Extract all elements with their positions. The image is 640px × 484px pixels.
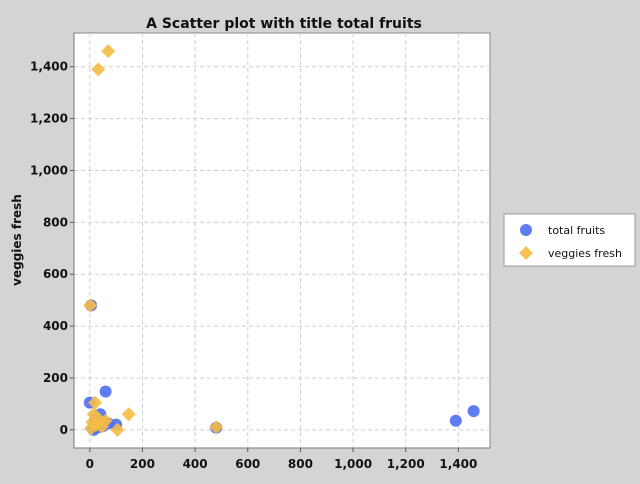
y-tick-label: 1,000 bbox=[30, 163, 68, 177]
legend-marker bbox=[520, 224, 532, 236]
legend-marker bbox=[519, 246, 533, 260]
y-tick-label: 1,200 bbox=[30, 112, 68, 126]
data-point bbox=[83, 298, 98, 313]
data-point bbox=[467, 405, 480, 418]
y-tick-label: 600 bbox=[43, 267, 68, 281]
grid bbox=[74, 33, 490, 448]
axes: 0 200 400 600 800 1,000 1,200 1,400 0 200 400 600 80… bbox=[30, 33, 490, 471]
series-veggies-fresh bbox=[83, 44, 224, 437]
y-tick-label: 800 bbox=[43, 215, 68, 229]
x-tick-label: 1,400 bbox=[439, 457, 477, 471]
data-point bbox=[449, 414, 462, 427]
y-tick-label: 200 bbox=[43, 371, 68, 385]
plot-area bbox=[73, 32, 491, 449]
x-tick-label: 1,200 bbox=[387, 457, 425, 471]
legend: total fruits veggies fresh bbox=[503, 213, 636, 267]
y-axis-label: veggies fresh bbox=[10, 194, 24, 286]
data-point bbox=[110, 422, 125, 437]
data-point bbox=[88, 395, 103, 410]
data-point bbox=[94, 419, 109, 434]
data-point bbox=[121, 407, 136, 422]
x-tick-label: 600 bbox=[235, 457, 260, 471]
chart-title: A Scatter plot with title total fruits bbox=[146, 16, 422, 32]
x-tick-label: 400 bbox=[183, 457, 208, 471]
data-point bbox=[101, 44, 116, 59]
data-points bbox=[83, 44, 480, 437]
legend-label: total fruits bbox=[548, 224, 605, 237]
y-tick-label: 400 bbox=[43, 319, 68, 333]
x-tick-label: 1,000 bbox=[334, 457, 372, 471]
y-tick-label: 0 bbox=[60, 423, 68, 437]
y-tick-label: 1,400 bbox=[30, 60, 68, 74]
data-point bbox=[91, 62, 106, 77]
data-point bbox=[99, 385, 112, 398]
x-tick-label: 800 bbox=[288, 457, 313, 471]
x-tick-label: 0 bbox=[86, 457, 94, 471]
legend-label: veggies fresh bbox=[548, 247, 622, 260]
data-point bbox=[209, 420, 224, 435]
x-tick-label: 200 bbox=[130, 457, 155, 471]
